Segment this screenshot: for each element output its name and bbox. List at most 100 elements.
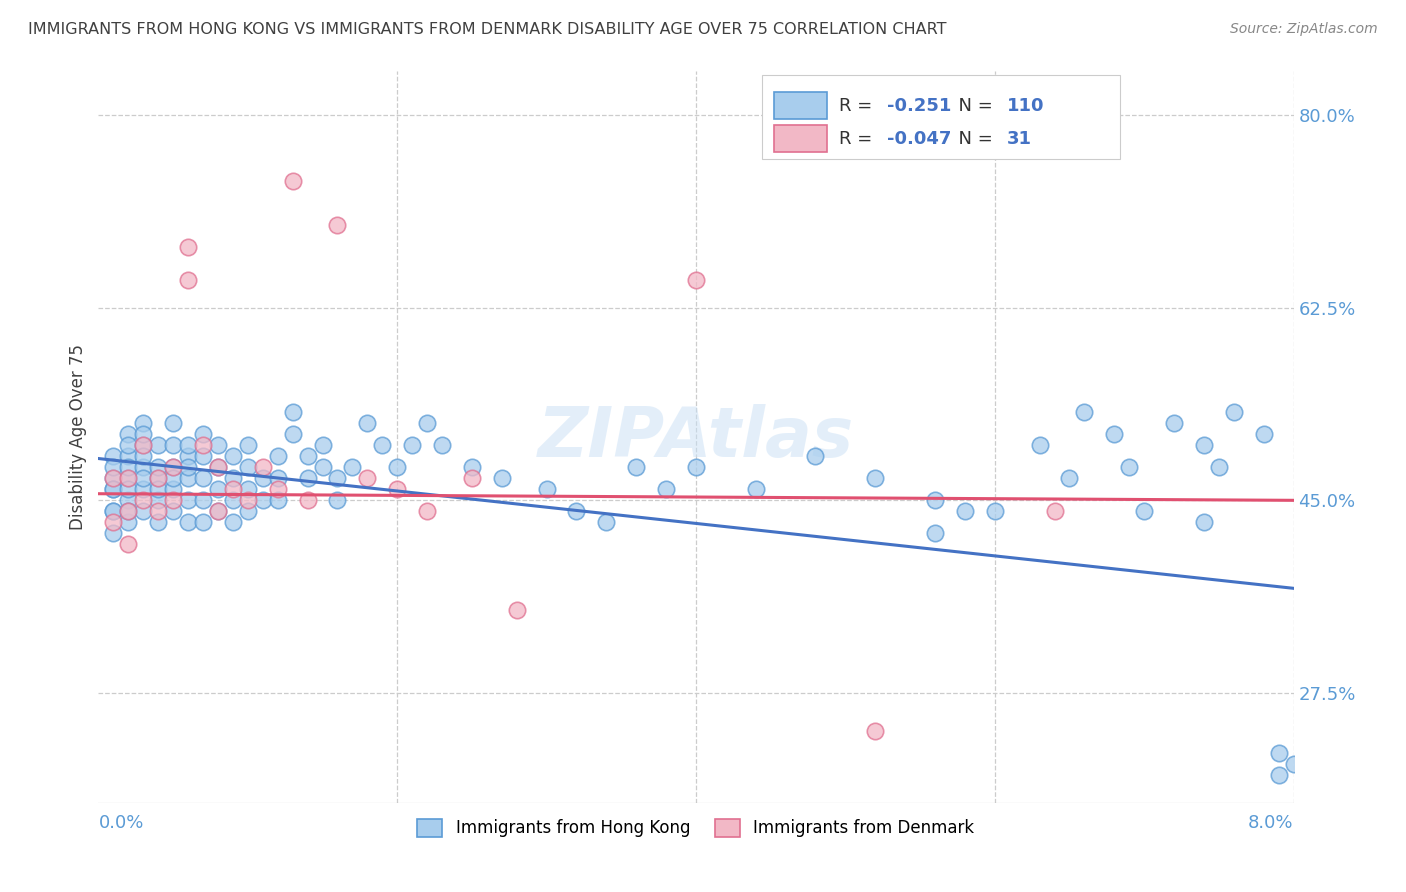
Point xyxy=(132,450,155,464)
Point xyxy=(191,471,214,485)
Point xyxy=(236,483,259,497)
Point xyxy=(207,460,229,475)
Point xyxy=(865,471,887,485)
Point xyxy=(401,438,423,452)
Text: ZIPAtlas: ZIPAtlas xyxy=(538,403,853,471)
Point xyxy=(236,504,259,518)
Point xyxy=(132,427,155,442)
Point xyxy=(326,493,349,508)
Point xyxy=(162,438,184,452)
Text: N =: N = xyxy=(948,96,998,115)
Point xyxy=(177,438,200,452)
Point xyxy=(103,516,125,530)
Point xyxy=(267,471,290,485)
Point xyxy=(148,504,170,518)
Point xyxy=(326,219,349,233)
Point xyxy=(297,450,319,464)
Point xyxy=(1267,747,1289,761)
Point xyxy=(252,460,274,475)
Text: 31: 31 xyxy=(1007,129,1032,148)
Point xyxy=(1043,504,1066,518)
Point xyxy=(177,493,200,508)
Point xyxy=(148,493,170,508)
Point xyxy=(132,460,155,475)
Point xyxy=(117,537,139,551)
Point xyxy=(236,493,259,508)
Point xyxy=(148,471,170,485)
Point xyxy=(342,460,364,475)
Point xyxy=(191,438,214,452)
Point xyxy=(117,450,139,464)
Point xyxy=(117,516,139,530)
Point xyxy=(103,526,125,541)
Text: -0.251: -0.251 xyxy=(887,96,952,115)
Point xyxy=(162,493,184,508)
Point xyxy=(222,516,245,530)
Point xyxy=(371,438,394,452)
Point xyxy=(356,417,378,431)
Point xyxy=(1223,405,1246,419)
Point xyxy=(191,493,214,508)
Point xyxy=(1253,427,1275,442)
Point xyxy=(177,450,200,464)
Point xyxy=(148,438,170,452)
Point xyxy=(267,493,290,508)
Point xyxy=(281,427,304,442)
Point xyxy=(162,483,184,497)
Point xyxy=(1282,757,1305,772)
Point xyxy=(461,471,484,485)
Point xyxy=(117,471,139,485)
Point xyxy=(252,493,274,508)
Point xyxy=(207,504,229,518)
Point xyxy=(311,438,333,452)
Point xyxy=(267,450,290,464)
Point xyxy=(804,450,827,464)
Point xyxy=(1073,405,1095,419)
Point xyxy=(685,273,707,287)
Point xyxy=(207,504,229,518)
Point xyxy=(162,417,184,431)
FancyBboxPatch shape xyxy=(773,125,828,152)
Point xyxy=(626,460,648,475)
Point xyxy=(117,493,139,508)
Point xyxy=(385,483,409,497)
Point xyxy=(281,174,304,188)
Point xyxy=(177,471,200,485)
Point xyxy=(177,516,200,530)
Point xyxy=(506,603,529,617)
Point xyxy=(117,483,139,497)
Point xyxy=(924,493,946,508)
Point xyxy=(177,273,200,287)
Point xyxy=(297,493,319,508)
Point xyxy=(117,504,139,518)
Point xyxy=(207,438,229,452)
Point xyxy=(655,483,678,497)
Point xyxy=(132,493,155,508)
Point xyxy=(491,471,513,485)
Point xyxy=(311,460,333,475)
Point xyxy=(356,471,378,485)
Point xyxy=(461,460,484,475)
Point xyxy=(103,460,125,475)
Point xyxy=(416,417,439,431)
Point xyxy=(865,724,887,739)
Point xyxy=(222,483,245,497)
Point xyxy=(117,471,139,485)
Point xyxy=(236,438,259,452)
Point xyxy=(1208,460,1230,475)
Point xyxy=(162,460,184,475)
Point xyxy=(252,471,274,485)
Point xyxy=(685,460,707,475)
Point xyxy=(595,516,617,530)
Point xyxy=(1133,504,1156,518)
Point xyxy=(148,471,170,485)
Point xyxy=(148,460,170,475)
Point xyxy=(148,483,170,497)
Point xyxy=(745,483,768,497)
Y-axis label: Disability Age Over 75: Disability Age Over 75 xyxy=(69,344,87,530)
Text: 0.0%: 0.0% xyxy=(98,814,143,832)
Point xyxy=(177,240,200,254)
Point xyxy=(132,471,155,485)
Point xyxy=(924,526,946,541)
Point xyxy=(132,438,155,452)
